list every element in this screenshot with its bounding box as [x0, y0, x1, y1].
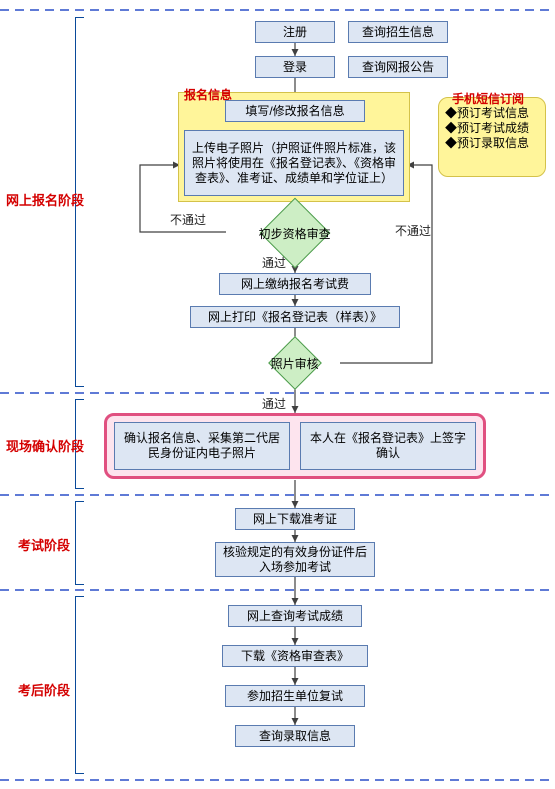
query-admit-box: 查询录取信息: [235, 725, 355, 747]
confirm-left-box: 确认报名信息、采集第二代居民身份证内电子照片: [114, 422, 290, 470]
review1-label: 初步资格审查: [259, 225, 331, 242]
photo-review-label: 照片审核: [271, 355, 319, 372]
photo-pass-label: 通过: [262, 395, 286, 412]
download-form-box: 下载《资格审查表》: [222, 645, 368, 667]
stage4-label: 考后阶段: [18, 680, 70, 699]
reexam-box: 参加招生单位复试: [225, 685, 365, 707]
photo-fail-label: 不通过: [395, 222, 431, 239]
query-notice-box: 查询网报公告: [348, 56, 448, 78]
stage3-label: 考试阶段: [18, 535, 70, 554]
fill-box: 填写/修改报名信息: [225, 100, 365, 122]
query-score-box: 网上查询考试成绩: [228, 605, 362, 627]
verify-box: 核验规定的有效身份证件后入场参加考试: [215, 542, 375, 577]
review1-pass-label: 通过: [262, 254, 286, 271]
query-admission-box: 查询招生信息: [348, 21, 448, 43]
sms-item-2: ◆预订考试成绩: [445, 121, 539, 136]
review1-fail-label: 不通过: [170, 211, 206, 228]
upload-box: 上传电子照片（护照证件照片标准，该照片将使用在《报名登记表》、《资格审查表》、准…: [184, 130, 404, 196]
register-box: 注册: [255, 21, 335, 43]
confirm-right-box: 本人在《报名登记表》上签字确认: [300, 422, 476, 470]
stage2-label: 现场确认阶段: [6, 436, 84, 455]
sms-title: 手机短信订阅: [452, 90, 524, 107]
sms-item-1: ◆预订考试信息: [445, 106, 539, 121]
pay-box: 网上缴纳报名考试费: [219, 273, 371, 295]
sms-panel: ◆预订考试信息 ◆预订考试成绩 ◆预订录取信息: [438, 97, 546, 177]
download-admit-box: 网上下载准考证: [235, 508, 355, 530]
sms-item-3: ◆预订录取信息: [445, 136, 539, 151]
print-box: 网上打印《报名登记表（样表）》: [190, 306, 400, 328]
login-box: 登录: [255, 56, 335, 78]
stage1-label: 网上报名阶段: [6, 190, 84, 209]
